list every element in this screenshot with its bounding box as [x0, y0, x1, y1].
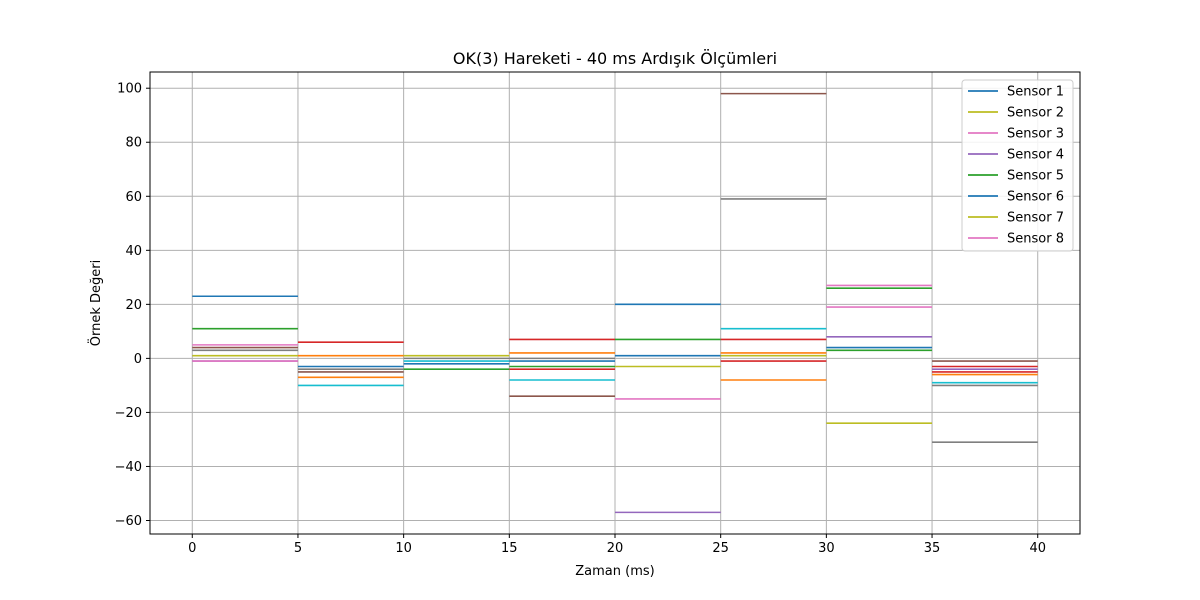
y-axis-ticks: −60 −40 −20 0 20 40 60 80 100 — [115, 82, 150, 529]
x-tick-label: 5 — [294, 541, 302, 556]
legend-label: Sensor 7 — [1007, 211, 1064, 226]
legend: Sensor 1 Sensor 2 Sensor 3 Sensor 4 Sensor 5… — [961, 79, 1074, 252]
x-tick-label: 0 — [188, 541, 196, 556]
legend-item: Sensor 4 — [968, 148, 1064, 163]
legend-label: Sensor 6 — [1007, 190, 1064, 205]
y-tick-label: 60 — [125, 190, 142, 205]
y-tick-label: 80 — [125, 136, 142, 151]
y-tick-label: 40 — [125, 244, 142, 259]
legend-label: Sensor 2 — [1007, 106, 1064, 121]
y-axis-label: Örnek Değeri — [87, 260, 104, 346]
legend-item: Sensor 5 — [968, 169, 1064, 184]
x-tick-label: 20 — [607, 541, 624, 556]
x-axis-label: Zaman (ms) — [575, 564, 654, 579]
x-tick-label: 10 — [395, 541, 412, 556]
legend-item: Sensor 3 — [968, 127, 1064, 142]
legend-label: Sensor 8 — [1007, 232, 1064, 247]
y-tick-label: −40 — [115, 460, 142, 475]
y-tick-label: 20 — [125, 298, 142, 313]
legend-item: Sensor 7 — [968, 211, 1064, 226]
legend-label: Sensor 5 — [1007, 169, 1064, 184]
y-tick-label: 100 — [117, 82, 142, 97]
x-tick-label: 25 — [712, 541, 729, 556]
legend-item: Sensor 1 — [968, 85, 1064, 100]
x-tick-label: 15 — [501, 541, 518, 556]
y-tick-label: −60 — [115, 514, 142, 529]
legend-item: Sensor 2 — [968, 106, 1064, 121]
series-lines — [192, 92, 1038, 514]
x-axis-ticks: 0 5 10 15 20 25 30 35 40 — [188, 534, 1046, 556]
x-tick-label: 40 — [1029, 541, 1046, 556]
legend-item: Sensor 6 — [968, 190, 1064, 205]
x-tick-label: 30 — [818, 541, 835, 556]
y-tick-label: −20 — [115, 406, 142, 421]
legend-box — [961, 79, 1074, 252]
y-tick-label: 0 — [134, 352, 142, 367]
chart-title: OK(3) Hareketi - 40 ms Ardışık Ölçümleri — [453, 49, 777, 68]
legend-label: Sensor 3 — [1007, 127, 1064, 142]
x-tick-label: 35 — [924, 541, 941, 556]
legend-label: Sensor 4 — [1007, 148, 1064, 163]
legend-item: Sensor 8 — [968, 232, 1064, 247]
legend-label: Sensor 1 — [1007, 85, 1064, 100]
